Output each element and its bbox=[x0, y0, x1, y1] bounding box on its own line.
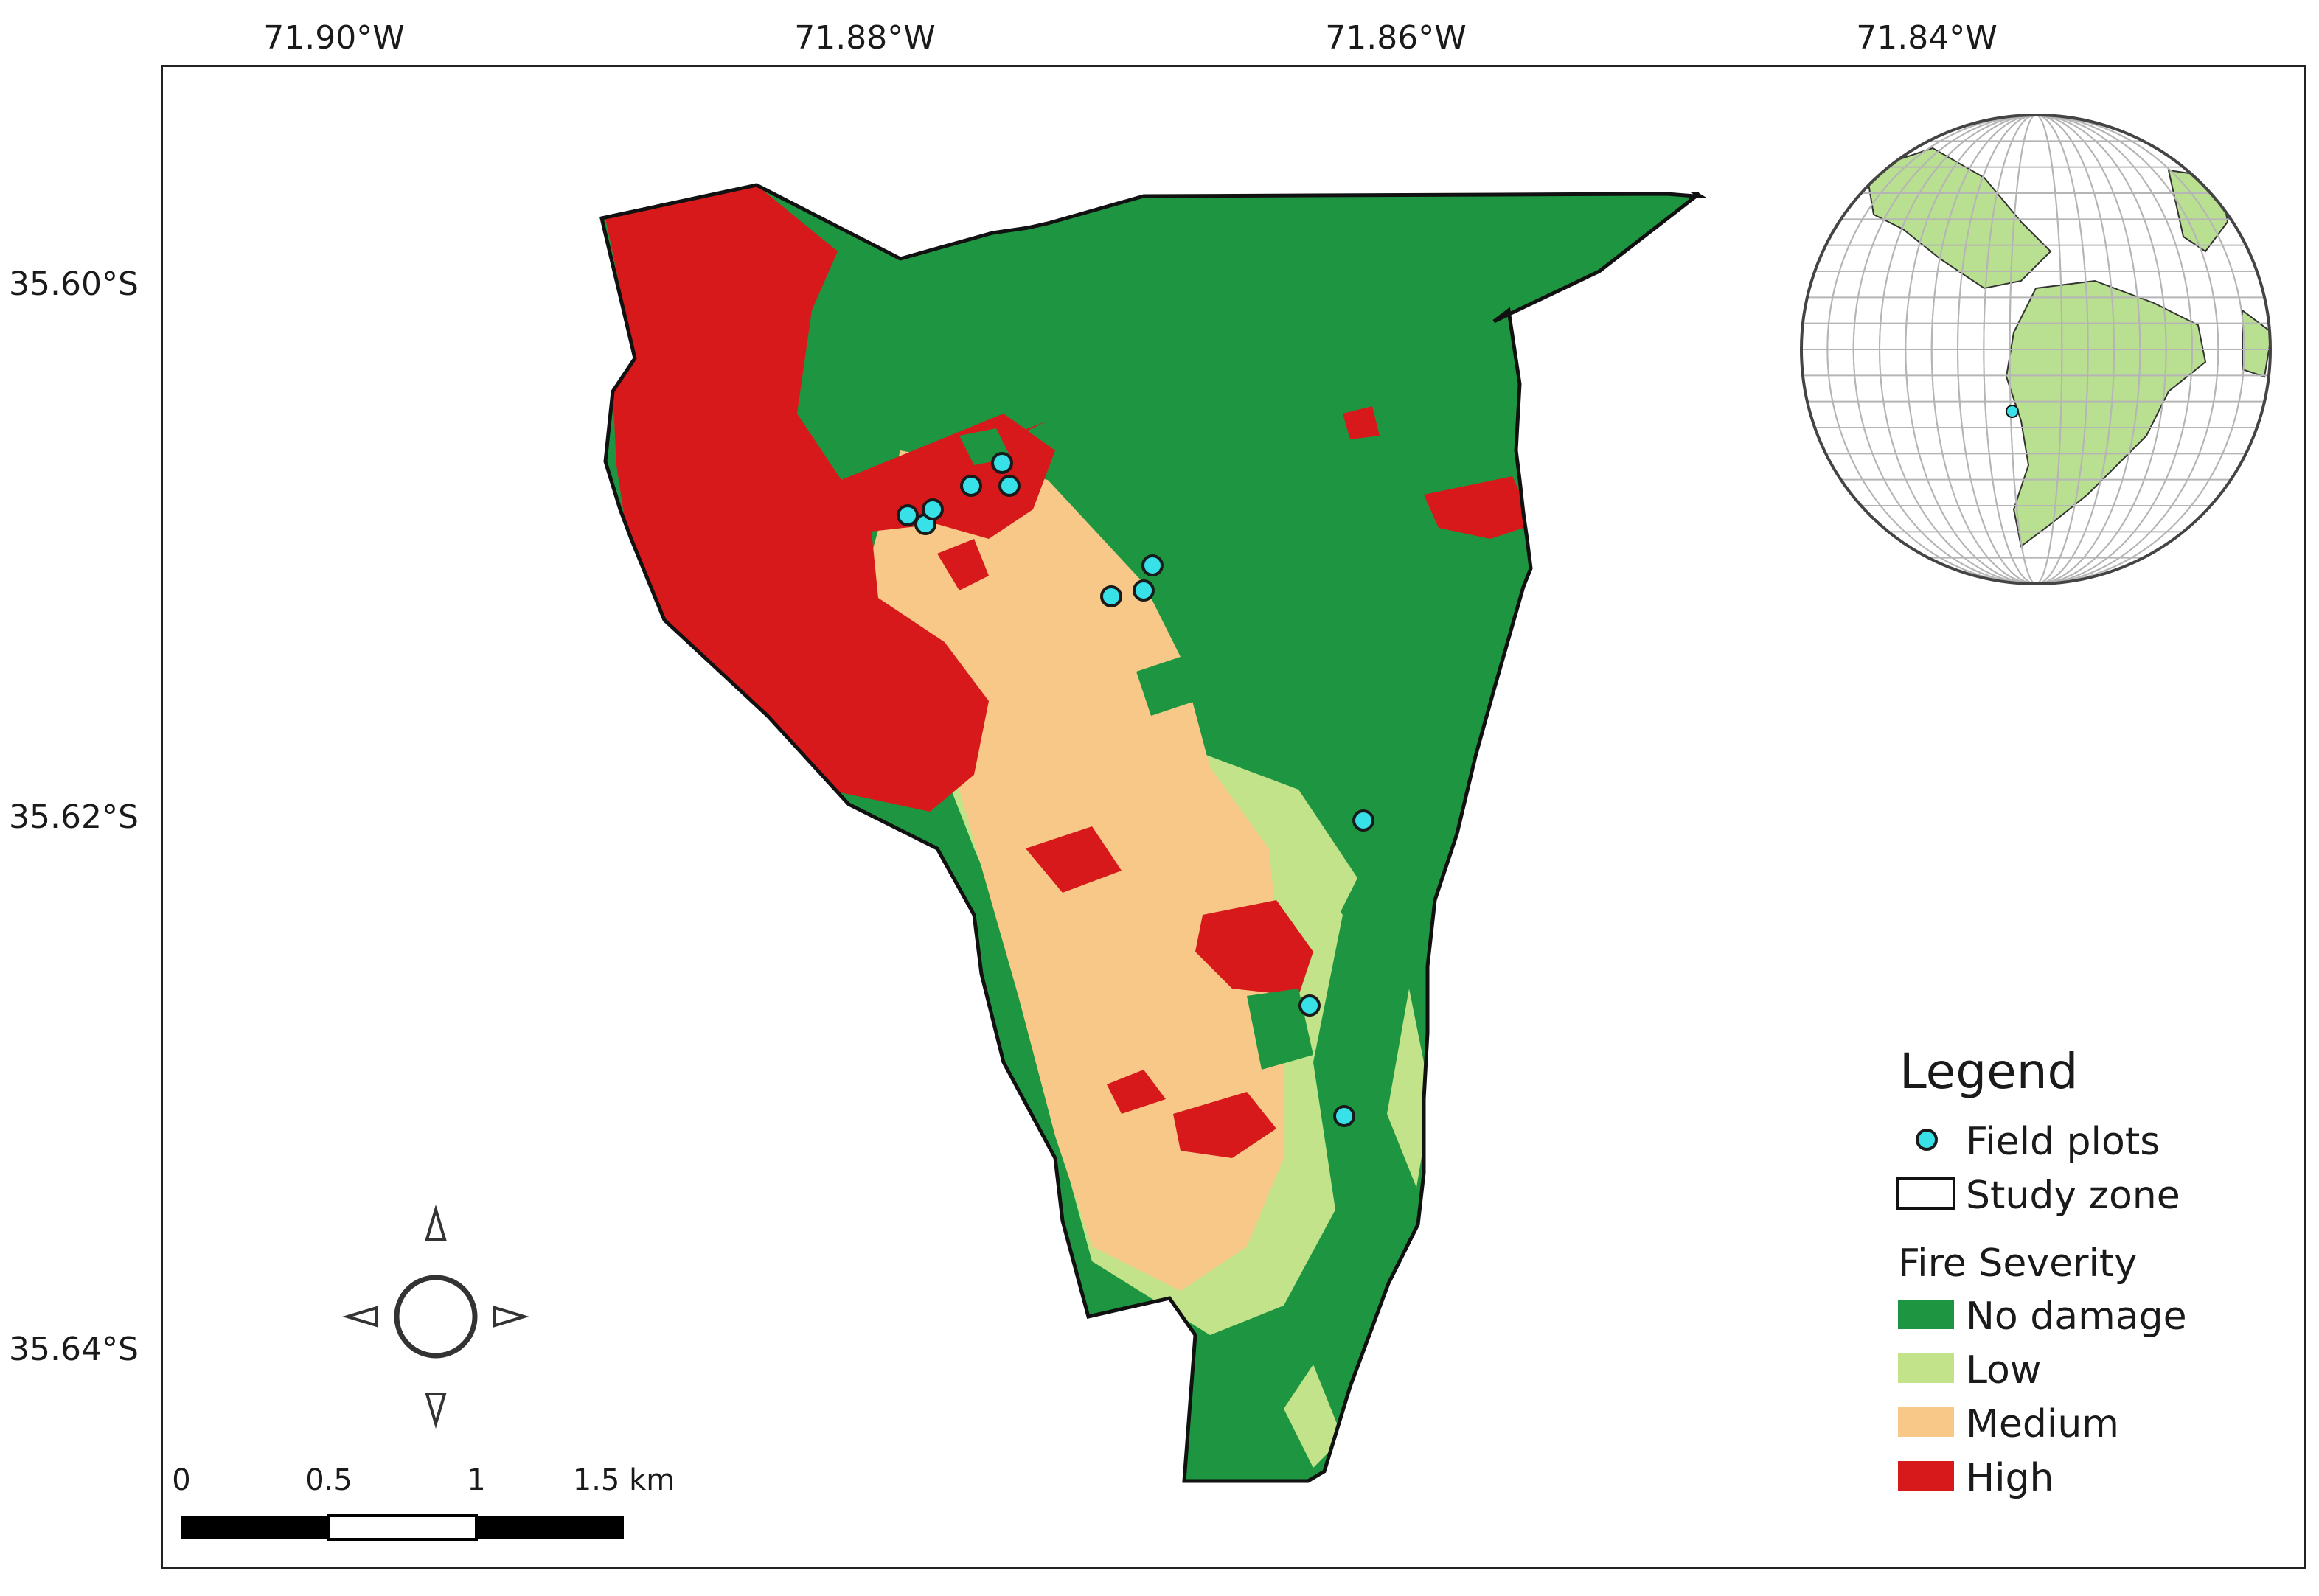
field-plot bbox=[1100, 585, 1122, 607]
lat-label-3: 35.64°S bbox=[9, 1331, 139, 1368]
lon-label-4: 71.84°W bbox=[1856, 19, 1998, 57]
circle-marker-icon bbox=[1916, 1129, 1938, 1151]
map-canvas: 0 0.5 1 1.5 km Legend Field plots Study … bbox=[172, 114, 2272, 1541]
lon-label-2: 71.88°W bbox=[794, 19, 936, 57]
field-plots bbox=[897, 452, 1374, 1127]
map-frame: 0 0.5 1 1.5 km Legend Field plots Study … bbox=[161, 65, 2306, 1569]
scale-tick-0: 0 bbox=[172, 1463, 190, 1497]
legend-swatch-low bbox=[1898, 1353, 1954, 1383]
field-plot bbox=[897, 504, 919, 526]
study-site-marker bbox=[2006, 405, 2019, 418]
field-plot bbox=[991, 452, 1013, 474]
field-plot bbox=[1298, 994, 1321, 1017]
field-plot bbox=[1133, 579, 1155, 602]
legend-no-damage: No damage bbox=[1966, 1294, 2187, 1339]
legend-study-zone: Study zone bbox=[1966, 1174, 2180, 1218]
field-plot bbox=[960, 475, 982, 497]
field-plot bbox=[922, 498, 944, 520]
scale-tick-0-5: 0.5 bbox=[305, 1463, 352, 1497]
field-plot bbox=[1141, 554, 1164, 576]
legend-medium: Medium bbox=[1966, 1402, 2119, 1446]
lon-label-3: 71.86°W bbox=[1325, 19, 1467, 57]
locator-globe bbox=[1800, 114, 2272, 585]
scale-tick-1: 1 bbox=[467, 1463, 485, 1497]
lon-label-1: 71.90°W bbox=[263, 19, 405, 57]
outline-rectangle-icon bbox=[1896, 1177, 1955, 1210]
legend-severity-title: Fire Severity bbox=[1898, 1241, 2137, 1286]
compass-rose-icon bbox=[342, 1205, 529, 1429]
legend-title: Legend bbox=[1899, 1043, 2078, 1100]
legend-field-plots: Field plots bbox=[1966, 1120, 2160, 1164]
legend-swatch-no-damage bbox=[1898, 1300, 1954, 1329]
legend-swatch-high bbox=[1898, 1461, 1954, 1491]
legend-high: High bbox=[1966, 1456, 2054, 1500]
scale-tick-1-5-km: 1.5 km bbox=[573, 1463, 675, 1497]
lat-label-2: 35.62°S bbox=[9, 798, 139, 836]
lat-label-1: 35.60°S bbox=[9, 265, 139, 303]
legend: Legend Field plots Study zone Fire Sever… bbox=[1896, 1043, 2187, 1500]
fire-severity-raster bbox=[602, 185, 1700, 1481]
field-plot bbox=[998, 475, 1021, 497]
field-plot bbox=[1352, 809, 1374, 832]
field-plot bbox=[1333, 1105, 1355, 1127]
legend-low: Low bbox=[1966, 1348, 2041, 1393]
legend-swatch-medium bbox=[1898, 1407, 1954, 1437]
scale-bar: 0 0.5 1 1.5 km bbox=[172, 1463, 675, 1541]
